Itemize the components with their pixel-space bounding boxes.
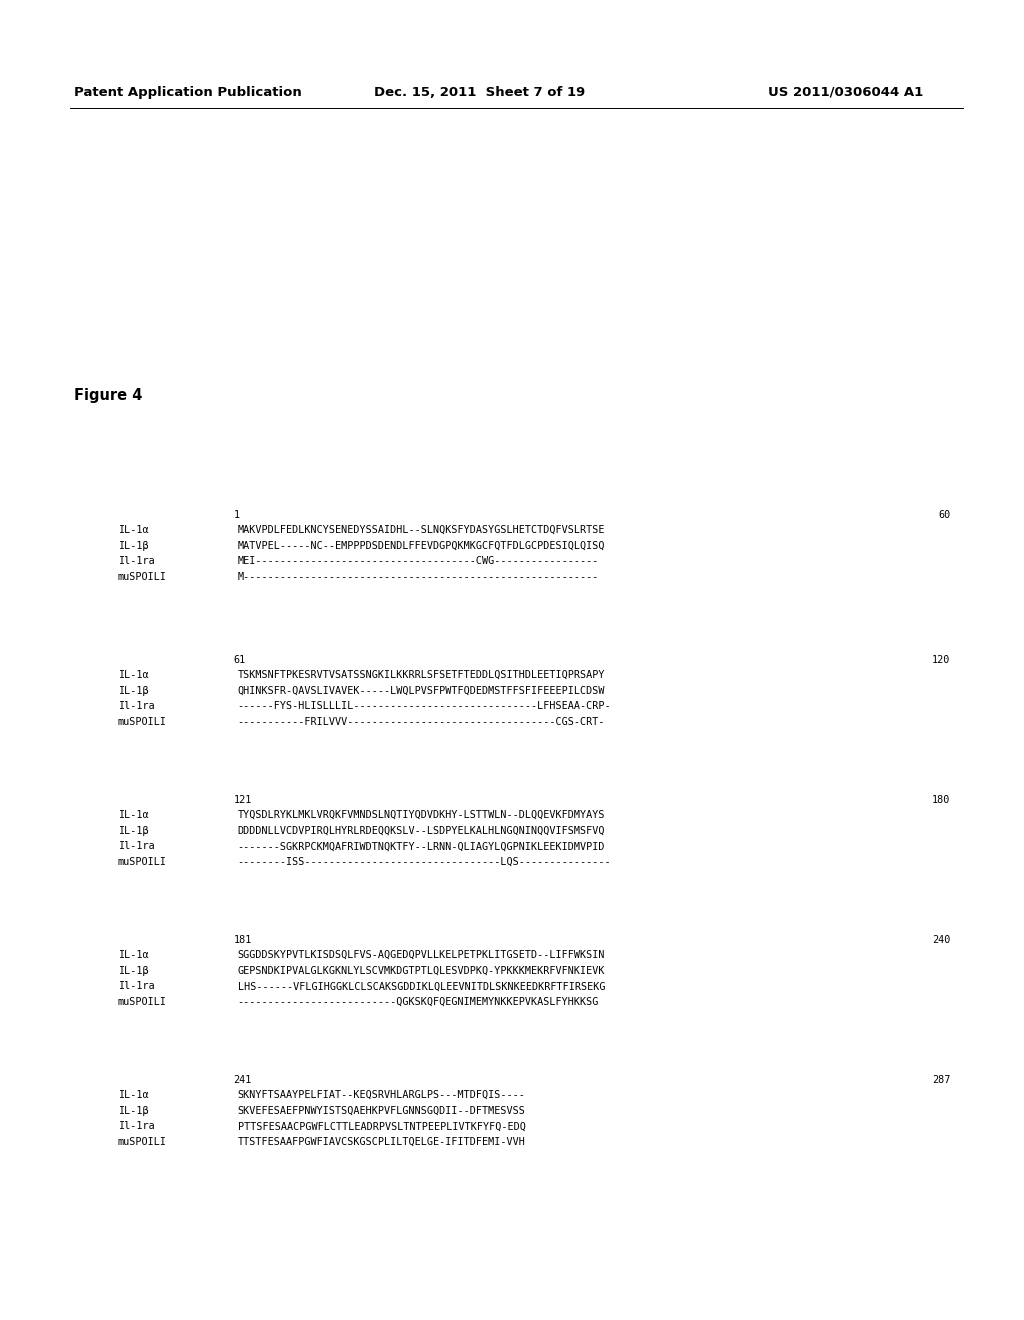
Text: 61: 61 — [233, 655, 246, 665]
Text: TYQSDLRYKLMKLVRQKFVMNDSLNQTIYQDVDKHY-LSTTWLN--DLQQEVKFDMYAYS: TYQSDLRYKLMKLVRQKFVMNDSLNQTIYQDVDKHY-LST… — [238, 810, 605, 820]
Text: --------------------------QGKSKQFQEGNIMEMYNKKEPVKASLFYHKKSG: --------------------------QGKSKQFQEGNIME… — [238, 997, 599, 1007]
Text: 60: 60 — [938, 510, 950, 520]
Text: Patent Application Publication: Patent Application Publication — [74, 86, 301, 99]
Text: Il-1ra: Il-1ra — [118, 556, 155, 566]
Text: Il-1ra: Il-1ra — [118, 841, 155, 851]
Text: IL-1β: IL-1β — [118, 541, 148, 550]
Text: SKVEFESAEFPNWYISTSQAEHKPVFLGNNSGQDII--DFTMESVSS: SKVEFESAEFPNWYISTSQAEHKPVFLGNNSGQDII--DF… — [238, 1106, 525, 1115]
Text: IL-1α: IL-1α — [118, 810, 148, 820]
Text: US 2011/0306044 A1: US 2011/0306044 A1 — [768, 86, 924, 99]
Text: Il-1ra: Il-1ra — [118, 981, 155, 991]
Text: Dec. 15, 2011  Sheet 7 of 19: Dec. 15, 2011 Sheet 7 of 19 — [374, 86, 585, 99]
Text: IL-1α: IL-1α — [118, 525, 148, 535]
Text: muSPOILI: muSPOILI — [118, 1137, 167, 1147]
Text: Il-1ra: Il-1ra — [118, 1121, 155, 1131]
Text: M----------------------------------------------------------: M---------------------------------------… — [238, 572, 599, 582]
Text: LHS------VFLGIHGGKLCLSCAKSGDDIKLQLEEVNITDLSKNKEEDKRFTFIRSEKG: LHS------VFLGIHGGKLCLSCAKSGDDIKLQLEEVNIT… — [238, 981, 605, 991]
Text: -------SGKRPCKMQAFRIWDTNQKTFY--LRNN-QLIAGYLQGPNIKLEEKIDMVPID: -------SGKRPCKMQAFRIWDTNQKTFY--LRNN-QLIA… — [238, 841, 605, 851]
Text: muSPOILI: muSPOILI — [118, 717, 167, 727]
Text: PTTSFESAACPGWFLCTTLEADRPVSLTNTPEEPLIVTKFYFQ-EDQ: PTTSFESAACPGWFLCTTLEADRPVSLTNTPEEPLIVTKF… — [238, 1121, 525, 1131]
Text: IL-1β: IL-1β — [118, 826, 148, 836]
Text: 241: 241 — [233, 1074, 252, 1085]
Text: MEI------------------------------------CWG-----------------: MEI------------------------------------C… — [238, 556, 599, 566]
Text: Il-1ra: Il-1ra — [118, 701, 155, 711]
Text: SKNYFTSAAYPELFIAT--KEQSRVHLARGLPS---MTDFQIS----: SKNYFTSAAYPELFIAT--KEQSRVHLARGLPS---MTDF… — [238, 1090, 525, 1100]
Text: -----------FRILVVV----------------------------------CGS-CRT-: -----------FRILVVV----------------------… — [238, 717, 605, 727]
Text: IL-1α: IL-1α — [118, 1090, 148, 1100]
Text: IL-1α: IL-1α — [118, 950, 148, 960]
Text: 1: 1 — [233, 510, 240, 520]
Text: IL-1β: IL-1β — [118, 1106, 148, 1115]
Text: IL-1α: IL-1α — [118, 671, 148, 680]
Text: 180: 180 — [932, 795, 950, 805]
Text: ------FYS-HLISLLLIL------------------------------LFHSEAA-CRP-: ------FYS-HLISLLLIL---------------------… — [238, 701, 611, 711]
Text: QHINKSFR-QAVSLIVAVEK-----LWQLPVSFPWTFQDEDMSTFFSFIFEEEPILCDSW: QHINKSFR-QAVSLIVAVEK-----LWQLPVSFPWTFQDE… — [238, 686, 605, 696]
Text: 121: 121 — [233, 795, 252, 805]
Text: muSPOILI: muSPOILI — [118, 572, 167, 582]
Text: MAKVPDLFEDLKNCYSENEDYSSAIDHL--SLNQKSFYDASYGSLHETCTDQFVSLRTSE: MAKVPDLFEDLKNCYSENEDYSSAIDHL--SLNQKSFYDA… — [238, 525, 605, 535]
Text: 287: 287 — [932, 1074, 950, 1085]
Text: 120: 120 — [932, 655, 950, 665]
Text: muSPOILI: muSPOILI — [118, 857, 167, 867]
Text: muSPOILI: muSPOILI — [118, 997, 167, 1007]
Text: IL-1β: IL-1β — [118, 686, 148, 696]
Text: 181: 181 — [233, 935, 252, 945]
Text: SGGDDSKYPVTLKISDSQLFVS-AQGEDQPVLLKELPETPKLITGSETD--LIFFWKSIN: SGGDDSKYPVTLKISDSQLFVS-AQGEDQPVLLKELPETP… — [238, 950, 605, 960]
Text: 240: 240 — [932, 935, 950, 945]
Text: TSKMSNFTPKESRVTVSATSSNGKILKKRRLSFSETFTEDDLQSITHDLEETIQPRSAPY: TSKMSNFTPKESRVTVSATSSNGKILKKRRLSFSETFTED… — [238, 671, 605, 680]
Text: DDDDNLLVCDVPIRQLHYRLRDEQQKSLV--LSDPYELKALHLNGQNINQQVIFSMSFVQ: DDDDNLLVCDVPIRQLHYRLRDEQQKSLV--LSDPYELKA… — [238, 826, 605, 836]
Text: --------ISS--------------------------------LQS---------------: --------ISS-----------------------------… — [238, 857, 611, 867]
Text: Figure 4: Figure 4 — [74, 388, 142, 403]
Text: TTSTFESAAFPGWFIAVCSKGSCPLILTQELGE-IFITDFEMI-VVH: TTSTFESAAFPGWFIAVCSKGSCPLILTQELGE-IFITDF… — [238, 1137, 525, 1147]
Text: MATVPEL-----NC--EMPPPDSDENDLFFEVDGPQKMKGCFQTFDLGCPDESIQLQISQ: MATVPEL-----NC--EMPPPDSDENDLFFEVDGPQKMKG… — [238, 541, 605, 550]
Text: IL-1β: IL-1β — [118, 966, 148, 975]
Text: GEPSNDKIPVALGLKGKNLYLSCVMKDGTPTLQLESVDPKQ-YPKKKMEKRFVFNKIEVK: GEPSNDKIPVALGLKGKNLYLSCVMKDGTPTLQLESVDPK… — [238, 966, 605, 975]
